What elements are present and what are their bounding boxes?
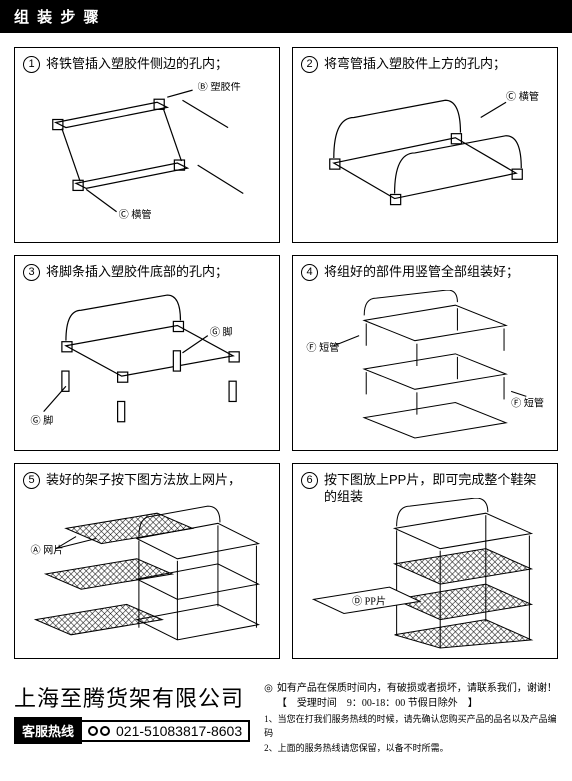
phone-icon bbox=[88, 726, 110, 736]
subnote-2: 2、上面的服务热线请您保留，以备不时所需。 bbox=[264, 742, 558, 756]
label-b: Ⓑ 塑胶件 bbox=[198, 82, 241, 93]
hotline-label: 客服热线 bbox=[14, 717, 82, 744]
diagram-3: Ⓖ 脚 Ⓖ 脚 bbox=[23, 290, 271, 442]
step-num-1: 1 bbox=[23, 56, 40, 73]
step-text-3: 将脚条插入塑胶件底部的孔内； bbox=[46, 264, 228, 281]
note-line1: 如有产品在保质时间内，有破损或者损坏，请联系我们，谢谢！ bbox=[277, 683, 557, 694]
step-num-5: 5 bbox=[23, 472, 40, 489]
diagram-6: Ⓓ PP片 bbox=[301, 498, 549, 650]
label-c: Ⓒ 横管 bbox=[119, 208, 152, 221]
company-name: 上海至腾货架有限公司 bbox=[14, 681, 250, 713]
step-panel-2: 2 将弯管插入塑胶件上方的孔内； Ⓒ 横管 bbox=[292, 47, 558, 243]
step-num-3: 3 bbox=[23, 264, 40, 281]
step-text-2: 将弯管插入塑胶件上方的孔内； bbox=[324, 56, 506, 73]
label-g2: Ⓖ 脚 bbox=[30, 414, 53, 427]
label-a: Ⓐ 网片 bbox=[30, 544, 63, 557]
subnote-1: 1、当您在打我们服务热线的时候，请先确认您购买产品的品名以及产品编码 bbox=[264, 713, 558, 740]
step-num-6: 6 bbox=[301, 472, 318, 489]
diagram-1: Ⓑ 塑胶件 Ⓒ 横管 bbox=[23, 82, 271, 234]
step-panel-6: 6 按下图放上PP片，即可完成整个鞋架的组装 Ⓓ PP片 bbox=[292, 463, 558, 659]
step-num-4: 4 bbox=[301, 264, 318, 281]
phone-number: 021-51083817-8603 bbox=[116, 723, 242, 739]
step-text-5: 装好的架子按下图方法放上网片， bbox=[46, 472, 241, 489]
diagram-5: Ⓐ 网片 bbox=[23, 498, 271, 650]
label-f2: Ⓕ 短管 bbox=[511, 397, 544, 410]
label-g1: Ⓖ 脚 bbox=[210, 326, 233, 339]
steps-grid: 1 将铁管插入塑胶件侧边的孔内； Ⓑ 塑胶件 Ⓒ 横管 2 bbox=[0, 33, 572, 673]
step-panel-1: 1 将铁管插入塑胶件侧边的孔内； Ⓑ 塑胶件 Ⓒ 横管 bbox=[14, 47, 280, 243]
page-header: 组 装 步 骤 bbox=[0, 0, 572, 33]
step-panel-5: 5 装好的架子按下图方法放上网片， Ⓐ 网片 bbox=[14, 463, 280, 659]
footer: 上海至腾货架有限公司 客服热线 021-51083817-8603 ◎ 如有产品… bbox=[0, 673, 572, 756]
diagram-2: Ⓒ 横管 bbox=[301, 82, 549, 234]
step-num-2: 2 bbox=[301, 56, 318, 73]
hotline: 客服热线 021-51083817-8603 bbox=[14, 717, 250, 744]
step-panel-4: 4 将组好的部件用竖管全部组装好； Ⓕ 短管 Ⓕ 短管 bbox=[292, 255, 558, 451]
step-text-1: 将铁管插入塑胶件侧边的孔内； bbox=[46, 56, 228, 73]
step-text-4: 将组好的部件用竖管全部组装好； bbox=[324, 264, 519, 281]
label-f1: Ⓕ 短管 bbox=[306, 341, 339, 354]
note-line2: 【 受理时间 9：00-18：00 节假日除外 】 bbox=[277, 698, 478, 709]
diagram-4: Ⓕ 短管 Ⓕ 短管 bbox=[301, 290, 549, 442]
footer-notes: ◎ 如有产品在保质时间内，有破损或者损坏，请联系我们，谢谢！ 【 受理时间 9：… bbox=[264, 681, 558, 756]
label-d: Ⓓ PP片 bbox=[352, 594, 386, 607]
step-panel-3: 3 将脚条插入塑胶件底部的孔内； Ⓖ 脚 Ⓖ 脚 bbox=[14, 255, 280, 451]
label-c2: Ⓒ 横管 bbox=[506, 90, 539, 103]
note-bullet: ◎ bbox=[264, 681, 273, 711]
